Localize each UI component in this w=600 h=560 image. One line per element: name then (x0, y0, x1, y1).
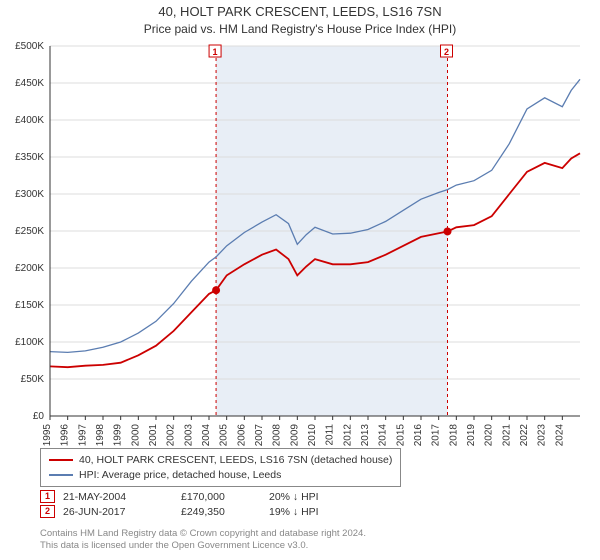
footer-credits: Contains HM Land Registry data © Crown c… (40, 528, 366, 553)
legend-row-hpi: HPI: Average price, detached house, Leed… (49, 468, 392, 483)
svg-text:2021: 2021 (501, 424, 512, 447)
svg-text:2001: 2001 (148, 424, 159, 447)
sale-diff-2: 19% ↓ HPI (269, 506, 369, 518)
svg-text:£200K: £200K (15, 263, 44, 274)
svg-text:2009: 2009 (289, 424, 300, 447)
footer-line-2: This data is licensed under the Open Gov… (40, 540, 366, 552)
svg-text:1: 1 (213, 47, 218, 57)
sale-price-2: £249,350 (181, 506, 261, 518)
svg-text:2003: 2003 (183, 424, 194, 447)
svg-text:2023: 2023 (537, 424, 548, 447)
chart-titles: 40, HOLT PARK CRESCENT, LEEDS, LS16 7SN … (0, 0, 600, 36)
svg-text:2014: 2014 (378, 424, 389, 447)
svg-text:2002: 2002 (166, 424, 177, 447)
legend-label-hpi: HPI: Average price, detached house, Leed… (79, 468, 281, 483)
svg-text:1998: 1998 (95, 424, 106, 447)
svg-text:2020: 2020 (484, 424, 495, 447)
sale-row-2: 2 26-JUN-2017 £249,350 19% ↓ HPI (40, 505, 369, 518)
legend-label-property: 40, HOLT PARK CRESCENT, LEEDS, LS16 7SN … (79, 453, 392, 468)
svg-text:1996: 1996 (60, 424, 71, 447)
legend-swatch-property (49, 459, 73, 461)
price-chart: £0 £50K £100K £150K £200K £250K £300K £350K £400… (0, 40, 600, 448)
sale-price-1: £170,000 (181, 491, 261, 503)
svg-text:£0: £0 (33, 411, 45, 422)
svg-text:£500K: £500K (15, 41, 44, 52)
svg-text:2006: 2006 (236, 424, 247, 447)
svg-text:2018: 2018 (448, 424, 459, 447)
legend-row-property: 40, HOLT PARK CRESCENT, LEEDS, LS16 7SN … (49, 453, 392, 468)
sale-date-1: 21-MAY-2004 (63, 491, 173, 503)
svg-text:£300K: £300K (15, 189, 44, 200)
svg-text:1999: 1999 (113, 424, 124, 447)
svg-text:2012: 2012 (342, 424, 353, 447)
svg-text:2010: 2010 (307, 424, 318, 447)
footer-line-1: Contains HM Land Registry data © Crown c… (40, 528, 366, 540)
svg-text:£250K: £250K (15, 226, 44, 237)
sale-date-2: 26-JUN-2017 (63, 506, 173, 518)
svg-text:£450K: £450K (15, 78, 44, 89)
legend: 40, HOLT PARK CRESCENT, LEEDS, LS16 7SN … (40, 448, 401, 487)
svg-text:2000: 2000 (130, 424, 141, 447)
svg-text:2024: 2024 (554, 424, 565, 447)
svg-text:2011: 2011 (325, 424, 336, 446)
svg-text:2: 2 (444, 47, 449, 57)
sale-row-1: 1 21-MAY-2004 £170,000 20% ↓ HPI (40, 490, 369, 503)
svg-text:2016: 2016 (413, 424, 424, 447)
svg-text:2005: 2005 (219, 424, 230, 447)
svg-text:£400K: £400K (15, 115, 44, 126)
svg-text:£100K: £100K (15, 337, 44, 348)
svg-text:2004: 2004 (201, 424, 212, 447)
svg-text:1997: 1997 (77, 424, 88, 447)
svg-text:2015: 2015 (395, 424, 406, 447)
sale-badge-2: 2 (40, 505, 55, 518)
svg-text:£350K: £350K (15, 152, 44, 163)
svg-text:£150K: £150K (15, 300, 44, 311)
svg-text:2019: 2019 (466, 424, 477, 447)
svg-text:2013: 2013 (360, 424, 371, 447)
svg-text:2008: 2008 (272, 424, 283, 447)
chart-title-2: Price paid vs. HM Land Registry's House … (0, 22, 600, 36)
svg-text:£50K: £50K (21, 374, 45, 385)
svg-text:2017: 2017 (431, 424, 442, 447)
svg-text:1995: 1995 (42, 424, 53, 447)
sale-diff-1: 20% ↓ HPI (269, 491, 369, 503)
sale-badge-1: 1 (40, 490, 55, 503)
svg-text:2022: 2022 (519, 424, 530, 447)
legend-swatch-hpi (49, 474, 73, 476)
sale-events: 1 21-MAY-2004 £170,000 20% ↓ HPI 2 26-JU… (40, 490, 369, 520)
svg-text:2007: 2007 (254, 424, 265, 447)
chart-title-1: 40, HOLT PARK CRESCENT, LEEDS, LS16 7SN (0, 4, 600, 20)
